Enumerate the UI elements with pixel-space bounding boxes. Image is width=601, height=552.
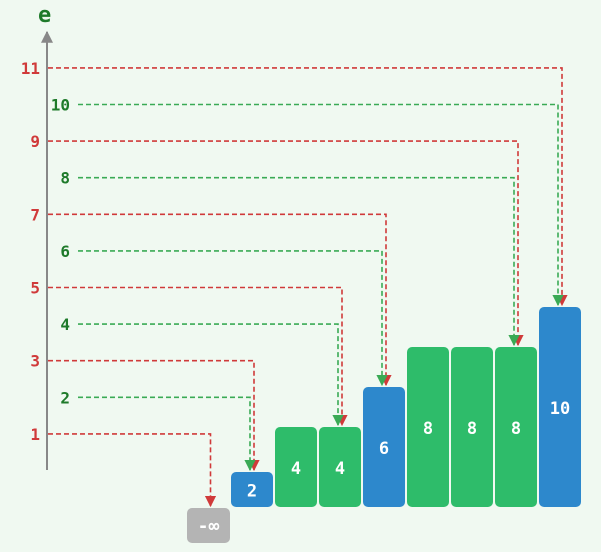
- bar-label-4: 8: [423, 419, 433, 439]
- tick-11: 11: [21, 59, 40, 78]
- tick-5: 5: [30, 279, 40, 298]
- bar-label-6: 8: [511, 419, 521, 439]
- bars: 2 4 4 6 8 8 8 10: [231, 307, 581, 507]
- tick-3: 3: [30, 352, 40, 371]
- arrow-from-7: [48, 213, 392, 387]
- arrow-from-6: [78, 250, 388, 387]
- bar-label-5: 8: [467, 419, 477, 439]
- arrow-from-9: [48, 140, 524, 347]
- neg-inf-rect: [187, 508, 230, 543]
- arrow-from-3: [48, 359, 260, 472]
- arrow-from-8: [78, 176, 520, 347]
- pointer-arrows: [48, 67, 568, 508]
- tick-1: 1: [30, 425, 40, 444]
- y-axis: e: [38, 3, 53, 470]
- bar-label-2: 4: [335, 459, 345, 479]
- arrow-from-1: [48, 433, 217, 508]
- y-axis-label: e: [38, 3, 51, 28]
- tick-9: 9: [30, 132, 40, 151]
- arrow-from-5: [48, 286, 348, 427]
- bar-label-7: 10: [550, 399, 570, 419]
- tick-6: 6: [60, 242, 70, 261]
- bar-7: [539, 307, 581, 507]
- arrow-from-11: [48, 67, 568, 307]
- arrow-from-4: [78, 323, 344, 427]
- bar-4: [407, 347, 449, 507]
- arrow-from-10: [78, 103, 564, 307]
- bar-label-3: 6: [379, 439, 389, 459]
- bar-3: [363, 387, 405, 507]
- bar-6: [495, 347, 537, 507]
- bar-label-0: 2: [247, 482, 257, 502]
- bar-5: [451, 347, 493, 507]
- arrow-from-2: [78, 396, 256, 472]
- bar-1: [275, 427, 317, 507]
- tick-4: 4: [60, 315, 70, 334]
- tick-7: 7: [30, 205, 40, 224]
- bar-2: [319, 427, 361, 507]
- tick-2: 2: [60, 388, 70, 407]
- bar-0: [231, 472, 273, 507]
- tick-10: 10: [51, 96, 70, 115]
- y-axis-ticks: 11 10 9 8 7 6 5 4 3 2 1: [21, 59, 70, 444]
- neg-inf-box: -∞: [187, 508, 230, 543]
- neg-inf-label: -∞: [198, 516, 220, 537]
- bar-label-1: 4: [291, 459, 301, 479]
- tick-8: 8: [60, 169, 70, 188]
